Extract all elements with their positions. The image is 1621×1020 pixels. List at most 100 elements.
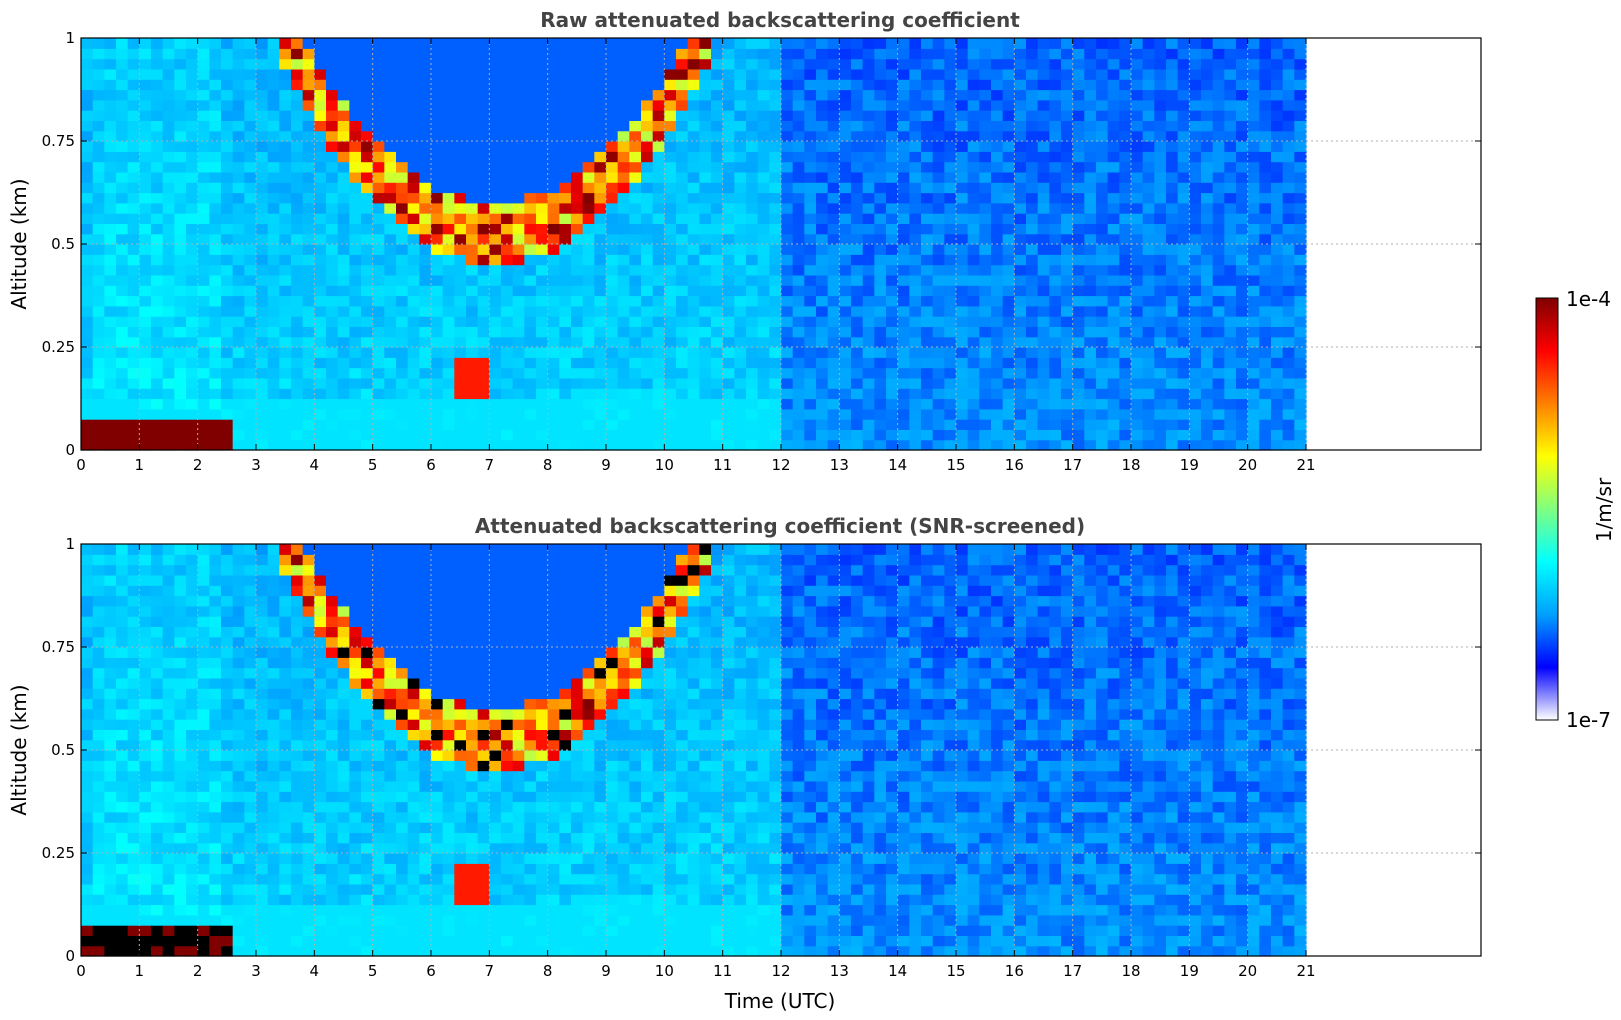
- heatmap-cell: [664, 233, 677, 245]
- heatmap-cell: [897, 89, 910, 101]
- heatmap-cell: [851, 408, 864, 420]
- heatmap-cell: [431, 151, 444, 163]
- heatmap-cell: [1236, 213, 1249, 224]
- heatmap-cell: [92, 398, 105, 410]
- heatmap-cell: [1259, 192, 1272, 204]
- heatmap-cell: [221, 853, 234, 864]
- heatmap-cell: [1119, 110, 1132, 121]
- heatmap-cell: [92, 141, 105, 152]
- heatmap-cell: [956, 161, 969, 173]
- heatmap-cell: [524, 285, 537, 297]
- heatmap-cell: [162, 945, 175, 957]
- heatmap-cell: [302, 336, 315, 348]
- heatmap-cell: [361, 419, 374, 430]
- heatmap-cell: [571, 233, 584, 245]
- heatmap-cell: [384, 408, 397, 420]
- heatmap-cell: [547, 367, 560, 379]
- heatmap-cell: [1294, 202, 1307, 214]
- heatmap-cell: [956, 419, 969, 430]
- heatmap-cell: [617, 347, 630, 358]
- heatmap-cell: [92, 667, 105, 679]
- heatmap-cell: [1014, 398, 1027, 410]
- heatmap-cell: [1014, 110, 1027, 121]
- heatmap-cell: [267, 801, 280, 813]
- heatmap-cell: [606, 408, 619, 420]
- heatmap-cell: [629, 213, 642, 224]
- heatmap-cell: [594, 38, 607, 49]
- heatmap-cell: [699, 151, 712, 163]
- heatmap-cell: [127, 616, 140, 627]
- heatmap-cell: [1049, 58, 1062, 70]
- heatmap-cell: [851, 58, 864, 70]
- heatmap-cell: [197, 347, 210, 358]
- heatmap-cell: [221, 429, 234, 441]
- heatmap-cell: [956, 141, 969, 152]
- heatmap-cell: [419, 48, 432, 60]
- heatmap-cell: [1166, 161, 1179, 173]
- heatmap-cell: [687, 151, 700, 163]
- heatmap-cell: [1084, 182, 1097, 194]
- heatmap-cell: [886, 68, 899, 80]
- heatmap-cell: [512, 182, 525, 194]
- heatmap-cell: [104, 883, 117, 895]
- heatmap-cell: [594, 120, 607, 132]
- heatmap-cell: [174, 667, 187, 679]
- heatmap-cell: [1177, 316, 1190, 327]
- heatmap-cell: [1247, 182, 1260, 194]
- heatmap-cell: [606, 120, 619, 132]
- heatmap-cell: [151, 233, 164, 245]
- heatmap-cell: [407, 99, 420, 111]
- heatmap-cell: [209, 636, 222, 648]
- heatmap-cell: [186, 667, 199, 679]
- heatmap-cell: [127, 182, 140, 194]
- heatmap-cell: [641, 141, 654, 152]
- heatmap-cell: [384, 120, 397, 132]
- heatmap-cell: [816, 419, 829, 430]
- heatmap-cell: [839, 305, 852, 317]
- heatmap-cell: [104, 677, 117, 689]
- heatmap-cell: [431, 161, 444, 173]
- heatmap-cell: [151, 295, 164, 307]
- heatmap-cell: [139, 151, 152, 163]
- heatmap-cell: [267, 223, 280, 235]
- heatmap-cell: [396, 326, 409, 338]
- heatmap-cell: [221, 760, 234, 772]
- heatmap-cell: [827, 141, 840, 152]
- heatmap-cell: [232, 120, 245, 132]
- heatmap-cell: [209, 326, 222, 338]
- heatmap-cell: [699, 274, 712, 286]
- heatmap-cell: [909, 388, 922, 400]
- heatmap-cell: [221, 192, 234, 204]
- heatmap-cell: [127, 295, 140, 307]
- heatmap-cell: [431, 48, 444, 60]
- heatmap-cell: [699, 388, 712, 400]
- heatmap-cell: [209, 647, 222, 658]
- heatmap-cell: [1212, 202, 1225, 214]
- heatmap-cell: [1142, 120, 1155, 132]
- heatmap-cell: [1247, 48, 1260, 60]
- heatmap-cell: [1154, 419, 1167, 430]
- heatmap-cell: [1236, 110, 1249, 121]
- heatmap-cell: [232, 408, 245, 420]
- heatmap-cell: [827, 151, 840, 163]
- heatmap-cell: [827, 264, 840, 276]
- heatmap-cell: [81, 316, 94, 327]
- heatmap-cell: [547, 48, 560, 60]
- heatmap-cell: [302, 141, 315, 152]
- heatmap-cell: [967, 120, 980, 132]
- heatmap-cell: [314, 388, 327, 400]
- heatmap-cell: [1014, 213, 1027, 224]
- heatmap-cell: [127, 719, 140, 730]
- heatmap-cell: [687, 285, 700, 297]
- heatmap-cell: [162, 554, 175, 566]
- heatmap-cell: [466, 161, 479, 173]
- heatmap-cell: [267, 811, 280, 823]
- heatmap-cell: [734, 336, 747, 348]
- heatmap-cell: [991, 233, 1004, 245]
- heatmap-cell: [1212, 213, 1225, 224]
- heatmap-cell: [361, 202, 374, 214]
- heatmap-cell: [862, 264, 875, 276]
- heatmap-cell: [1236, 336, 1249, 348]
- heatmap-cell: [209, 58, 222, 70]
- heatmap-cell: [524, 439, 537, 451]
